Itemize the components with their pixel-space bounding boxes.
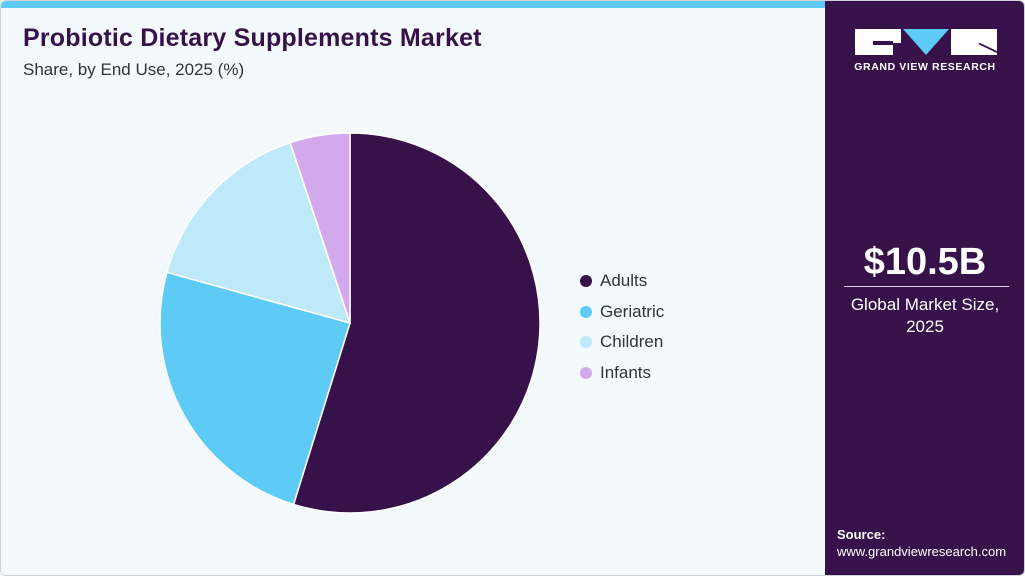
legend-item-infants: Infants (580, 358, 664, 389)
legend-item-adults: Adults (580, 266, 664, 297)
gvr-logo-icon (855, 29, 997, 55)
pie-slice-infants (289, 132, 351, 324)
market-size-value: $10.5B (863, 241, 987, 283)
legend-dot-icon (580, 275, 592, 288)
legend-label: Children (600, 332, 664, 352)
legend-label: Adults (600, 271, 648, 291)
legend-dot-icon (580, 336, 592, 349)
pie-slice-children (165, 141, 352, 325)
market-size-label-line1: Global Market Size, (850, 295, 1000, 314)
chart-subtitle: Share, by End Use, 2025 (%) (23, 60, 245, 79)
legend-label: Infants (600, 362, 652, 382)
pie-chart (159, 132, 541, 514)
accent-bar (1, 1, 825, 8)
logo-text: GRAND VIEW RESEARCH (854, 61, 996, 73)
legend-label: Geriatric (600, 301, 665, 321)
legend: Adults Geriatric Children Infants (580, 266, 664, 388)
market-size-label: Global Market Size, 2025 (825, 294, 1024, 338)
pie-slice-adults (292, 132, 541, 514)
market-size-label-line2: 2025 (906, 317, 944, 336)
source-link[interactable]: www.grandviewresearch.com (837, 544, 1007, 559)
divider (844, 286, 1009, 287)
legend-item-children: Children (580, 327, 664, 358)
legend-dot-icon (580, 366, 592, 379)
source-title: Source: (837, 527, 886, 542)
legend-dot-icon (580, 305, 592, 318)
sidebar-panel: GRAND VIEW RESEARCH $10.5B Global Market… (825, 1, 1024, 575)
pie-slice-geriatric (159, 271, 351, 506)
chart-title: Probiotic Dietary Supplements Market (23, 24, 482, 52)
legend-item-geriatric: Geriatric (580, 297, 664, 328)
